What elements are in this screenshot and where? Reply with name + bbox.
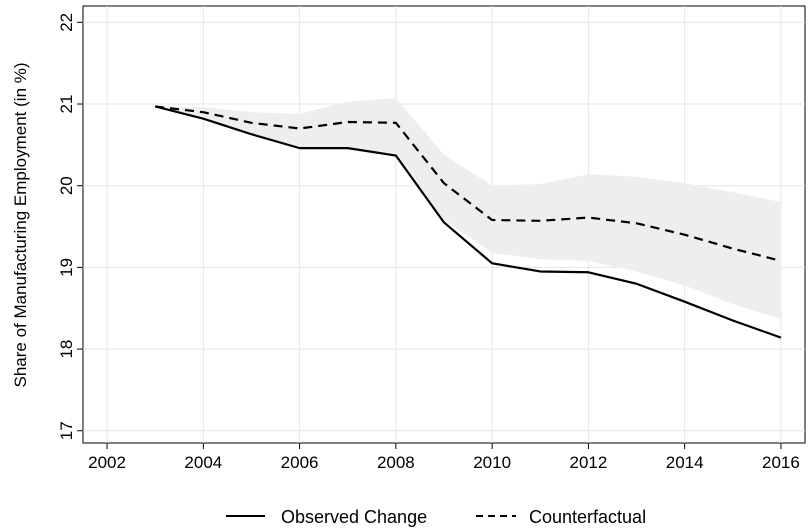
series-line-counterfactual: [155, 105, 782, 262]
y-tick-label: 17: [57, 421, 76, 440]
x-axis: 2002 2004 2006 2008 2010 2012 2014 2016: [88, 443, 800, 472]
y-tick-label: 20: [57, 176, 76, 195]
y-tick-label: 22: [57, 13, 76, 32]
x-tick-label: 2006: [281, 453, 319, 472]
x-tick-label: 2016: [762, 453, 800, 472]
confidence-band: [155, 98, 781, 319]
x-tick-label: 2012: [569, 453, 607, 472]
x-tick-label: 2014: [666, 453, 704, 472]
series-lines: [154, 105, 782, 339]
y-tick-label: 21: [57, 95, 76, 114]
x-tick-label: 2010: [473, 453, 511, 472]
series-line-observed-change: [154, 105, 782, 339]
x-tick-label: 2004: [184, 453, 222, 472]
y-axis-title: Share of Manufacturing Employment (in %): [11, 62, 30, 387]
y-tick-label: 18: [57, 340, 76, 359]
legend-label-observed-change: Observed Change: [281, 507, 427, 527]
legend: Observed Change Counterfactual: [226, 507, 646, 527]
x-tick-label: 2002: [88, 453, 126, 472]
y-axis: 17 18 19 20 21 22: [57, 13, 83, 440]
legend-label-counterfactual: Counterfactual: [529, 507, 646, 527]
y-tick-label: 19: [57, 258, 76, 277]
x-tick-label: 2008: [377, 453, 415, 472]
confidence-band-group: [155, 98, 781, 319]
